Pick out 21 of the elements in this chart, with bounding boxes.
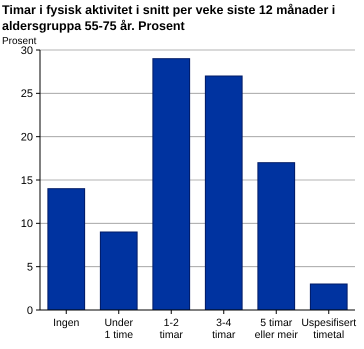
bar (152, 58, 190, 310)
y-tick-label: 5 (26, 262, 33, 274)
x-tick-label: Under 1 time (104, 317, 134, 341)
bar (204, 76, 243, 310)
x-tick-label: 1-2 timar (160, 317, 184, 341)
x-tick-label: 5 timar eller meir (254, 317, 298, 341)
bar (47, 188, 86, 310)
bar (257, 162, 296, 310)
bar (100, 232, 138, 310)
y-tick-label: 0 (26, 304, 33, 317)
bar (310, 284, 348, 310)
x-tick-label: Uspesifisert timetal (301, 317, 356, 341)
y-tick-label: 25 (20, 88, 33, 100)
x-tick-label: Ingen (53, 317, 80, 329)
y-tick-label: 10 (20, 218, 33, 230)
x-tick-label: 3-4 timar (212, 317, 236, 341)
y-tick-label: 15 (20, 174, 33, 187)
y-tick-label: 20 (20, 132, 33, 144)
y-axis-title: Prosent (2, 36, 37, 47)
y-tick-label: 30 (20, 44, 33, 57)
chart-title: Timar i fysisk aktivitet i snitt per veke siste 12 månader i aldersgruppa 55-75 år. Prosent (2, 3, 336, 33)
